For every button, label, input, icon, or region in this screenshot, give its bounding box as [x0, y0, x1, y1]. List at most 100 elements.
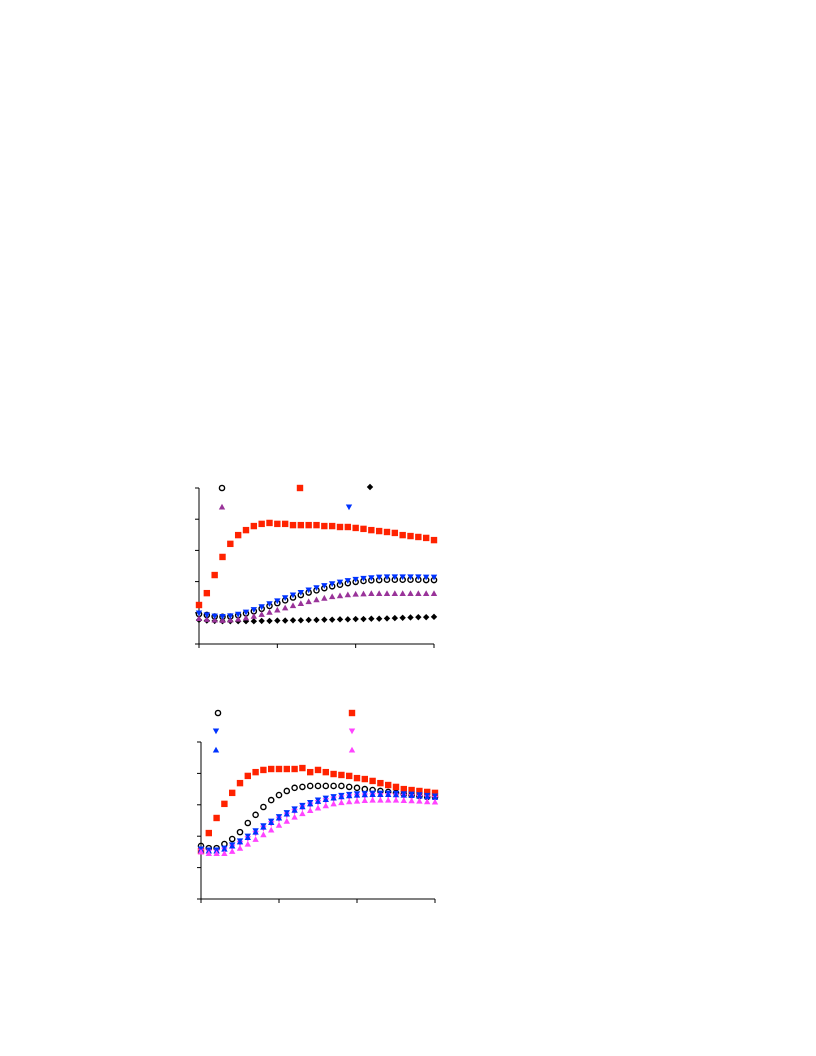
legend-marker [366, 483, 374, 491]
data-point [375, 574, 383, 581]
data-point [252, 811, 259, 819]
data-point [352, 590, 359, 597]
data-point [344, 616, 352, 623]
data-point [283, 817, 290, 824]
data-point [283, 810, 290, 817]
data-point [321, 594, 328, 601]
data-point [291, 765, 298, 773]
data-point [203, 616, 211, 622]
data-point [330, 782, 337, 790]
data-point [242, 609, 250, 616]
data-point [234, 611, 242, 618]
data-point [338, 782, 345, 790]
data-point [383, 590, 391, 597]
data-point [274, 520, 281, 528]
data-point [297, 600, 305, 606]
data-point [430, 536, 438, 544]
data-point [258, 611, 265, 617]
data-point [313, 596, 320, 603]
data-point [307, 800, 314, 807]
data-point [314, 804, 322, 811]
data-point [385, 791, 392, 797]
data-point [330, 800, 337, 807]
data-point [352, 615, 359, 623]
data-point [369, 796, 376, 803]
data-point [236, 779, 244, 787]
data-point [392, 783, 400, 791]
data-point [330, 794, 337, 801]
data-point [236, 844, 244, 851]
data-point [289, 521, 297, 529]
data-point [431, 794, 439, 800]
data-point [289, 617, 297, 624]
data-point [383, 574, 391, 581]
data-point [430, 613, 438, 621]
data-point [313, 616, 320, 624]
data-point [227, 613, 234, 620]
data-point [229, 842, 236, 849]
data-point [400, 797, 407, 803]
data-point [275, 814, 283, 821]
data-point [383, 615, 391, 622]
data-point [368, 526, 375, 534]
data-point [344, 523, 352, 531]
data-point [203, 612, 211, 619]
data-point [399, 614, 406, 621]
data-point [244, 840, 251, 847]
data-point [297, 617, 305, 624]
data-point [236, 828, 244, 836]
legend-marker [348, 728, 356, 735]
data-point [322, 796, 329, 803]
data-point [360, 615, 367, 623]
data-point [236, 838, 244, 845]
data-point [219, 613, 226, 620]
data-point [400, 791, 407, 798]
data-point [211, 613, 218, 620]
data-point [385, 781, 392, 789]
data-point [221, 850, 228, 857]
data-point [407, 532, 414, 540]
data-point [211, 616, 218, 623]
data-point [336, 579, 344, 586]
data-point [352, 576, 359, 583]
data-point [195, 610, 203, 617]
data-point [213, 814, 220, 822]
data-point [424, 793, 431, 800]
data-point [195, 615, 203, 621]
data-point [399, 574, 406, 581]
data-point [392, 791, 400, 798]
data-point [281, 520, 289, 528]
data-point [361, 775, 368, 783]
data-point [266, 608, 273, 615]
data-point [306, 782, 314, 790]
data-point [336, 616, 344, 623]
data-point [244, 772, 251, 780]
data-point [299, 764, 306, 772]
data-point [344, 578, 352, 584]
legend-marker [214, 709, 222, 717]
data-point [268, 826, 275, 833]
data-point [375, 527, 383, 535]
data-point [213, 850, 220, 857]
data-point [328, 581, 336, 587]
data-point [250, 522, 258, 530]
data-point [400, 785, 407, 793]
data-point [229, 789, 236, 797]
legend-marker [348, 746, 356, 753]
data-point [203, 589, 211, 597]
data-point [416, 797, 423, 804]
data-point [219, 617, 226, 623]
data-point [346, 772, 353, 780]
data-point [407, 574, 414, 581]
data-point [336, 592, 344, 599]
data-point [234, 531, 242, 539]
data-point [274, 598, 281, 605]
data-point [197, 848, 205, 855]
data-point [250, 613, 258, 619]
data-point [338, 799, 345, 806]
data-point [244, 834, 251, 841]
data-point [415, 574, 422, 581]
data-point [330, 770, 337, 778]
data-point [305, 616, 312, 624]
data-point [307, 807, 314, 814]
